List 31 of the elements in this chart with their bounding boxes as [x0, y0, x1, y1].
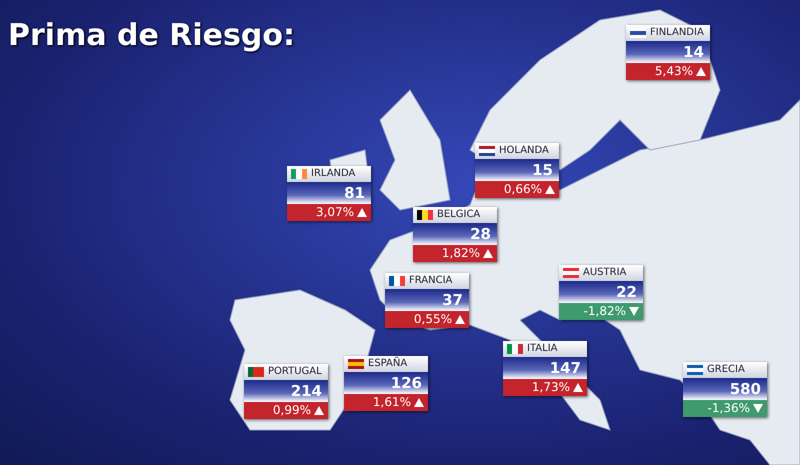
data-label: -1,36% [708, 401, 750, 415]
category-label: FRANCIA [409, 275, 452, 286]
category-label: FINLANDIA [650, 27, 704, 38]
data-label: 0,55% [414, 312, 452, 326]
data-label: 147 [503, 357, 587, 379]
data-label: 0,66% [504, 182, 542, 196]
data-label: 1,82% [442, 246, 480, 260]
data-label: 14 [626, 41, 710, 63]
data-label: 126 [344, 372, 428, 394]
category-label: GRECIA [707, 364, 745, 375]
data-label: 81 [287, 182, 371, 204]
category-label: ESPAÑA [368, 358, 408, 369]
category-label: AUSTRIA [583, 267, 626, 278]
data-label: 37 [385, 289, 469, 311]
data-label: 22 [559, 281, 643, 303]
text: Prima de Riesgo: [8, 18, 295, 53]
data-label: 1,61% [372, 395, 411, 409]
data-label: 0,99% [272, 403, 311, 417]
data-label: 580 [683, 378, 767, 400]
data-label: 5,43% [654, 64, 693, 78]
data-label: 28 [413, 223, 497, 245]
category-label: IRLANDA [311, 168, 356, 179]
data-label: 1,73% [532, 380, 570, 394]
category-label: BELGICA [437, 209, 480, 220]
data-label: 214 [244, 380, 328, 402]
category-label: HOLANDA [499, 145, 549, 156]
data-label: -1,82% [584, 304, 626, 318]
data-label: 15 [475, 159, 559, 181]
data-label: 3,07% [316, 205, 354, 219]
category-label: PORTUGAL [268, 366, 322, 377]
category-label: ITALIA [527, 343, 558, 354]
